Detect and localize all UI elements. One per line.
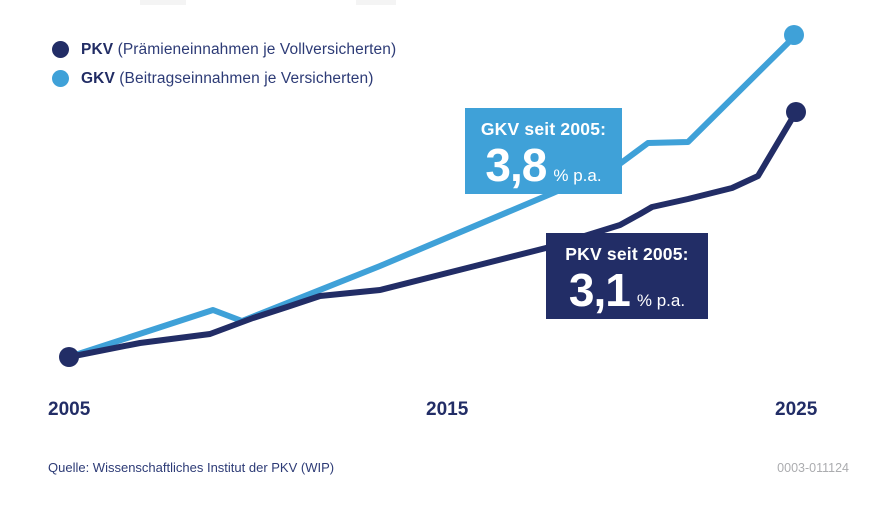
pkv-callout: PKV seit 2005: 3,1 % p.a. bbox=[546, 233, 708, 319]
pkv-callout-value-row: 3,1 % p.a. bbox=[546, 266, 708, 314]
legend-label-gkv-key: GKV bbox=[81, 69, 115, 87]
pkv-callout-value: 3,1 bbox=[568, 264, 631, 316]
gkv-callout: GKV seit 2005: 3,8 % p.a. bbox=[465, 108, 622, 194]
pkv-callout-unit: % p.a. bbox=[636, 291, 686, 310]
gkv-callout-unit: % p.a. bbox=[553, 166, 602, 185]
legend-item-gkv: GKV (Beitragseinnahmen je Versicherten) bbox=[52, 64, 396, 93]
gkv-end-dot bbox=[784, 25, 804, 45]
legend-label-gkv: GKV (Beitragseinnahmen je Versicherten) bbox=[81, 70, 374, 88]
legend-label-gkv-desc: (Beitragseinnahmen je Versicherten) bbox=[114, 69, 374, 87]
cropped-title-artifact bbox=[140, 0, 186, 5]
legend: PKV (Prämieneinnahmen je Vollversicherte… bbox=[52, 35, 396, 93]
gkv-callout-title: GKV seit 2005: bbox=[480, 119, 607, 139]
start-dot bbox=[59, 347, 79, 367]
source-note: Quelle: Wissenschaftliches Institut der … bbox=[48, 460, 335, 475]
pkv-end-dot bbox=[786, 102, 806, 122]
x-axis-label-2005: 2005 bbox=[48, 399, 91, 420]
cropped-title-artifact bbox=[356, 0, 396, 5]
gkv-callout-value-row: 3,8 % p.a. bbox=[465, 141, 622, 189]
legend-label-pkv-desc: (Prämieneinnahmen je Vollversicherten) bbox=[113, 40, 397, 58]
gkv-callout-value: 3,8 bbox=[485, 139, 547, 191]
pkv-line bbox=[66, 109, 799, 360]
legend-label-pkv: PKV (Prämieneinnahmen je Vollversicherte… bbox=[81, 41, 396, 59]
x-axis-label-2025: 2025 bbox=[775, 399, 818, 420]
pkv-callout-title: PKV seit 2005: bbox=[565, 244, 689, 264]
legend-label-pkv-key: PKV bbox=[81, 40, 114, 58]
legend-item-pkv: PKV (Prämieneinnahmen je Vollversicherte… bbox=[52, 35, 396, 64]
gkv-dot-icon bbox=[52, 70, 69, 87]
document-code: 0003-011124 bbox=[777, 461, 849, 475]
pkv-dot-icon bbox=[52, 41, 69, 58]
x-axis-label-2015: 2015 bbox=[426, 399, 469, 420]
